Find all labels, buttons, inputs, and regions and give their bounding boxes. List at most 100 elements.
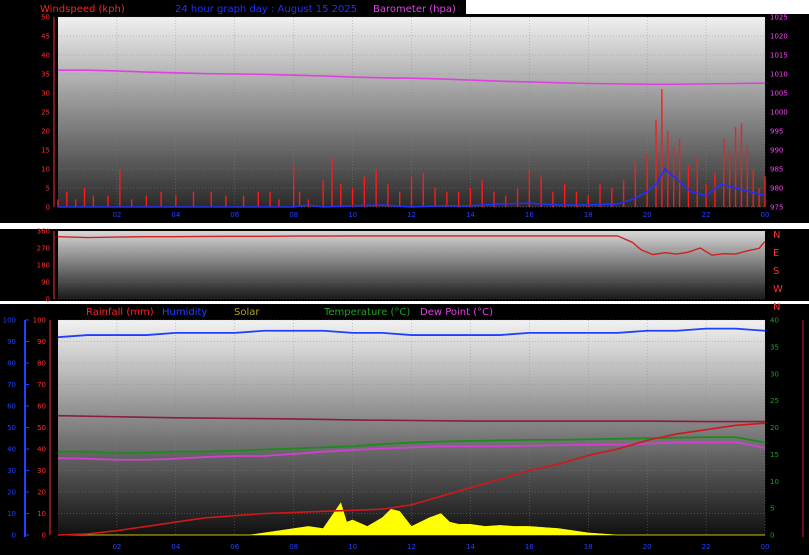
wind-x-tick: 16 (525, 211, 534, 219)
wind-direction-line (57, 235, 766, 256)
humidity-y-tick: 40 (7, 446, 16, 454)
rain-y-tick: 40 (37, 446, 46, 454)
rain-y-tick: 50 (37, 424, 46, 432)
wind-y-tick: 45 (41, 33, 50, 41)
direction-y-tick: 0 (46, 296, 50, 304)
humidity-y-tick: 0 (12, 532, 16, 540)
wind-x-tick: 12 (407, 211, 416, 219)
wind-x-tick: 20 (643, 211, 652, 219)
barometer-y-tick: 1025 (770, 14, 788, 22)
barometer-y-tick: 995 (770, 128, 783, 136)
wind-x-tick: 14 (466, 211, 475, 219)
graph-title: 24 hour graph day : August 15 2025 (175, 4, 357, 15)
temperature-y-tick: 5 (770, 505, 774, 513)
climate-x-tick: 00 (761, 543, 770, 551)
barometer-y-tick: 1015 (770, 52, 788, 60)
solar-area (58, 502, 765, 536)
wind-x-tick: 02 (112, 211, 121, 219)
temperature-y-tick: 30 (770, 370, 779, 378)
separator-strip-2 (0, 301, 809, 304)
temperature-y-tick: 20 (770, 424, 779, 432)
temperature-y-tick: 15 (770, 451, 779, 459)
compass-label: W (773, 284, 783, 295)
solar-label: Solar (234, 307, 260, 318)
direction-y-tick: 360 (37, 228, 50, 236)
temperature-line (58, 436, 766, 455)
compass-label: N (773, 302, 780, 313)
dewpoint-label: Dew Point (°C) (420, 307, 493, 318)
climate-x-tick: 12 (407, 543, 416, 551)
temperature-y-tick: 10 (770, 478, 779, 486)
climate-x-tick: 20 (643, 543, 652, 551)
temperature-y-tick: 35 (770, 343, 779, 351)
top-header-bar-right (466, 0, 809, 14)
rain-y-tick: 70 (37, 381, 46, 389)
barometer-y-tick: 1000 (770, 109, 788, 117)
climate-x-tick: 04 (171, 543, 180, 551)
rain-y-tick: 10 (37, 510, 46, 518)
compass-label: S (773, 266, 779, 277)
rain-y-tick: 90 (37, 338, 46, 346)
humidity-y-tick: 90 (7, 338, 16, 346)
rain-y-tick: 20 (37, 489, 46, 497)
wind-y-tick: 0 (46, 204, 50, 212)
direction-y-tick: 90 (41, 279, 50, 287)
separator-strip (0, 223, 809, 229)
wind-x-tick: 22 (702, 211, 711, 219)
wind-y-tick: 25 (41, 109, 50, 117)
wind-y-tick: 50 (41, 14, 50, 22)
climate-x-tick: 16 (525, 543, 534, 551)
windspeed-label: Windspeed (kph) (40, 4, 125, 15)
barometer-y-tick: 1005 (770, 90, 788, 98)
climate-x-tick: 08 (289, 543, 298, 551)
humidity-y-tick: 10 (7, 510, 16, 518)
humidity-y-tick: 50 (7, 424, 16, 432)
climate-x-tick: 02 (112, 543, 121, 551)
barometer-y-tick: 975 (770, 204, 783, 212)
wind-y-tick: 40 (41, 52, 50, 60)
humidity-line (57, 327, 766, 339)
barometer-y-tick: 1010 (770, 71, 788, 79)
rainfall-line (57, 422, 766, 536)
wind-x-tick: 04 (171, 211, 180, 219)
wind-y-tick: 5 (46, 185, 50, 193)
rain-y-tick: 100 (33, 317, 46, 325)
temperature-y-tick: 0 (770, 532, 774, 540)
direction-y-tick: 270 (37, 245, 50, 253)
dewpoint-line (57, 441, 766, 461)
climate-x-tick: 10 (348, 543, 357, 551)
wind-x-tick: 10 (348, 211, 357, 219)
wind-y-tick: 15 (41, 147, 50, 155)
rain-y-tick: 0 (42, 532, 46, 540)
humidity-y-tick: 100 (3, 317, 16, 325)
temperature-y-tick: 40 (770, 317, 779, 325)
wind-y-tick: 30 (41, 90, 50, 98)
climate-x-tick: 22 (702, 543, 711, 551)
climate-x-tick: 06 (230, 543, 239, 551)
wind-x-tick: 18 (584, 211, 593, 219)
barometer-label: Barometer (hpa) (373, 4, 456, 15)
rain-y-tick: 60 (37, 403, 46, 411)
maroon-line (57, 414, 765, 423)
wind-y-tick: 35 (41, 71, 50, 79)
wind-x-tick: 00 (761, 211, 770, 219)
climate-x-tick: 18 (584, 543, 593, 551)
wind-y-tick: 20 (41, 128, 50, 136)
humidity-y-tick: 30 (7, 467, 16, 475)
direction-y-tick: 180 (37, 262, 50, 270)
barometer-line (58, 69, 766, 86)
climate-x-tick: 14 (466, 543, 475, 551)
barometer-y-tick: 980 (770, 185, 783, 193)
humidity-y-tick: 20 (7, 489, 16, 497)
top-header-bar (0, 0, 466, 14)
rain-y-tick: 30 (37, 467, 46, 475)
barometer-y-tick: 1020 (770, 33, 788, 41)
wind-y-tick: 10 (41, 166, 50, 174)
humidity-y-tick: 70 (7, 381, 16, 389)
barometer-y-tick: 990 (770, 147, 783, 155)
humidity-y-tick: 60 (7, 403, 16, 411)
rainfall-label: Rainfall (mm) (86, 307, 154, 318)
wind-x-tick: 06 (230, 211, 239, 219)
wind-x-tick: 08 (289, 211, 298, 219)
